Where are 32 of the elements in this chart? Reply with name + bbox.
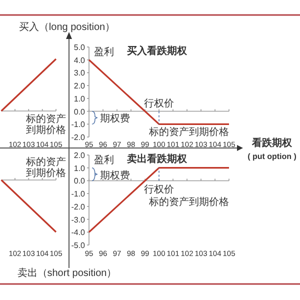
x-axis-title: 标的资产到期价格	[25, 156, 66, 179]
y-tick-label: 3.0	[74, 68, 86, 78]
y-tick-label: 2.0	[74, 82, 86, 91]
text: 看跌期权	[251, 137, 293, 149]
text: 卖出（short position）	[17, 267, 117, 279]
chart-title: 买入看跌期权	[127, 45, 188, 57]
y-tick-label: -4.0	[71, 228, 86, 238]
y-tick-label: 1.0	[74, 94, 86, 104]
y-tick-label: 0.0	[74, 107, 86, 116]
y-tick-label: -3.0	[71, 215, 86, 224]
y-tick-label: -1.0	[71, 120, 86, 130]
annotation: 期权费	[100, 112, 130, 125]
y-tick-label: -2.0	[71, 133, 86, 142]
annotation: 行权价	[144, 184, 174, 196]
y-tick-label: -5.0	[71, 241, 86, 250]
text: 买入（long position）	[18, 21, 116, 33]
y-axis-title: 盈利	[94, 154, 114, 166]
y-tick-label: 2.0	[74, 151, 86, 160]
x-axis-title: 标的资产到期价格	[148, 126, 229, 138]
y-tick-label: 5.0	[74, 43, 86, 52]
x-axis-title: 标的资产到期价格	[25, 113, 66, 136]
y-tick-label: 0.0	[74, 176, 86, 186]
annotation: 行权价	[144, 97, 174, 110]
y-tick-label: 4.0	[74, 56, 86, 65]
annotation: 期权费	[100, 169, 130, 182]
y-tick-label: 1.0	[74, 164, 86, 173]
y-tick-label: -1.0	[71, 190, 86, 199]
text: ( put option )	[248, 152, 297, 161]
y-tick-label: -2.0	[71, 202, 86, 212]
chart-title: 卖出看跌期权	[127, 153, 188, 165]
x-axis-title: 标的资产到期价格	[148, 196, 229, 208]
y-axis-title: 盈利	[94, 46, 114, 58]
